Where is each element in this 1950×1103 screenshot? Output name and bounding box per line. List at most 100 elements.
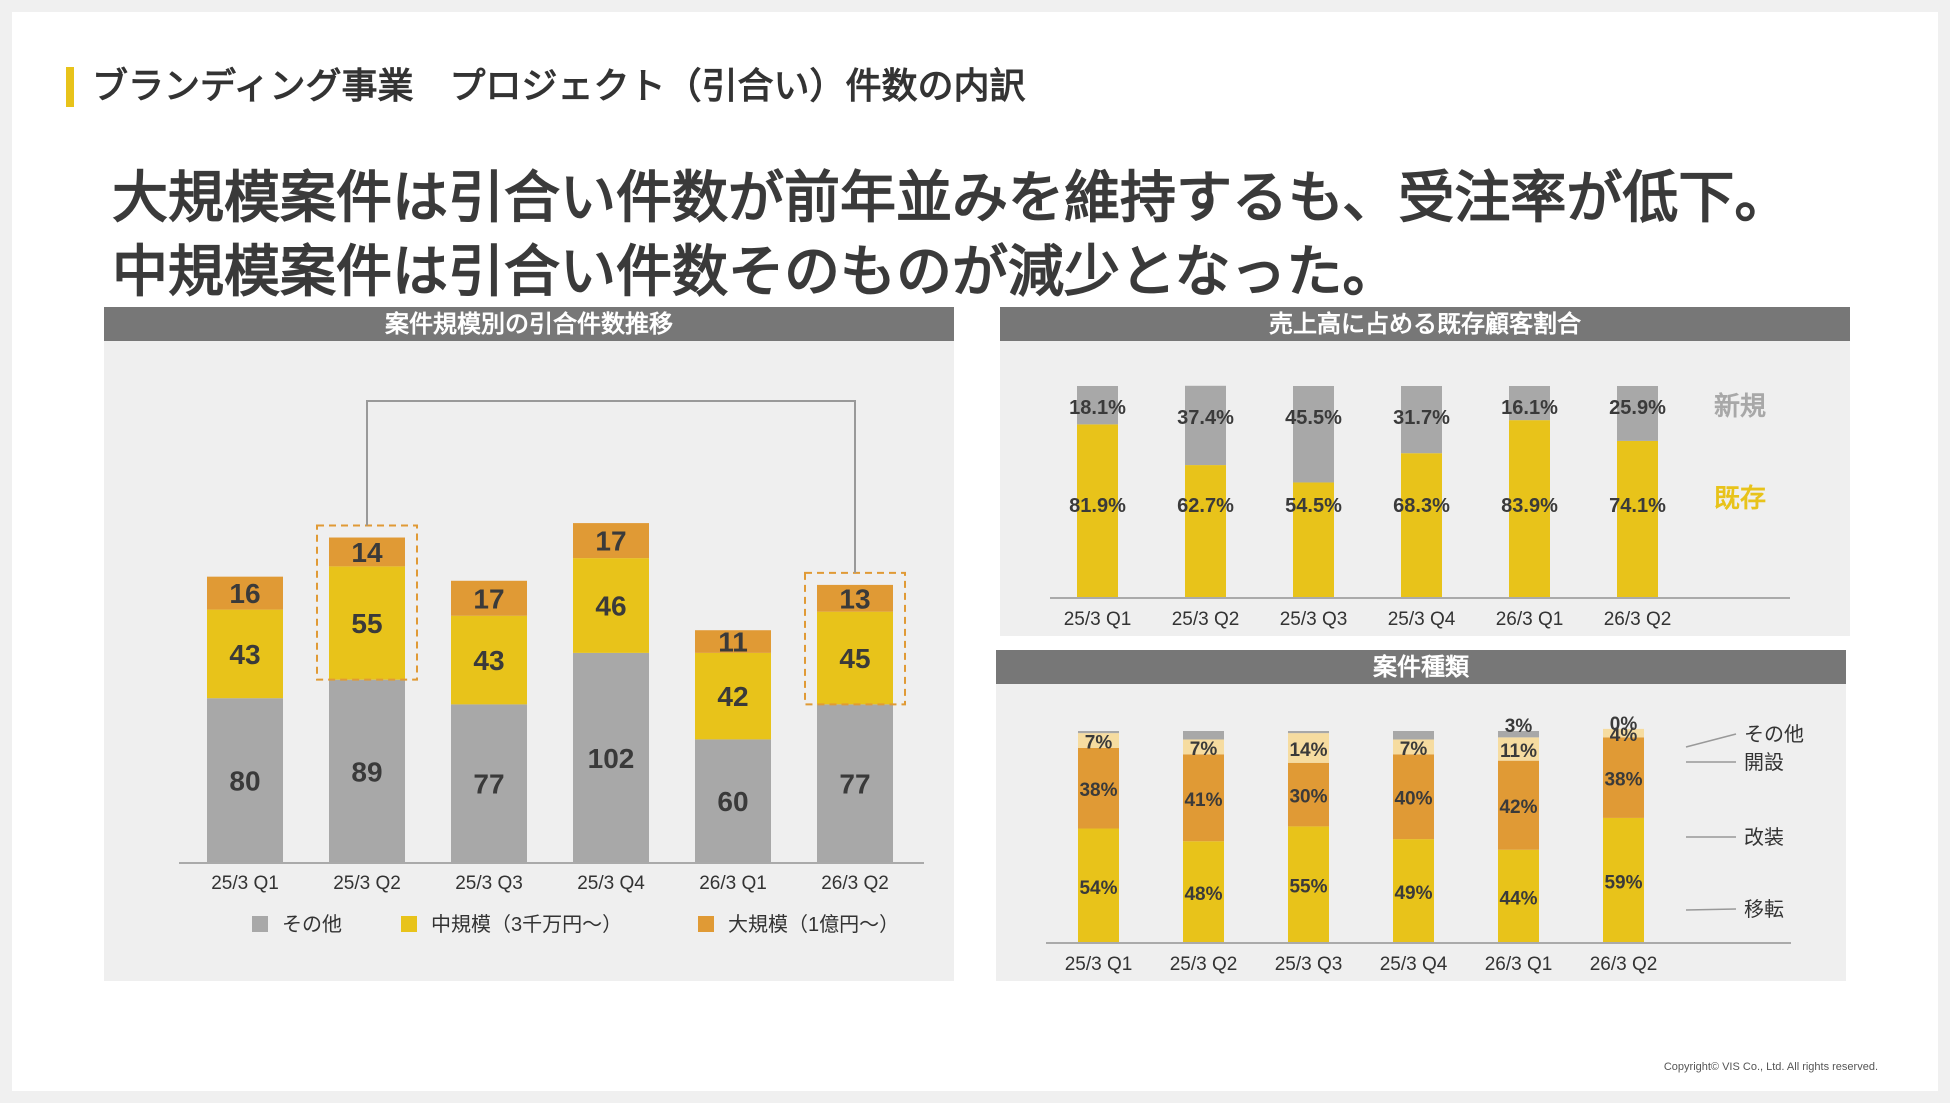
bar-segment: [1393, 731, 1434, 740]
data-label: 77: [473, 769, 504, 800]
data-label-existing: 83.9%: [1501, 495, 1558, 517]
data-label-new: 25.9%: [1609, 397, 1666, 419]
bar-segment: [817, 584, 893, 612]
bar-segment: [1603, 737, 1644, 818]
bar-segment: [817, 704, 893, 863]
x-tick-label: 26/3 Q2: [1604, 609, 1672, 630]
bar-segment: [817, 611, 893, 705]
comparison-connector: [366, 400, 856, 573]
bar-segment-existing: [1077, 424, 1118, 598]
bar-segment: [1288, 733, 1329, 763]
data-label: 7%: [1085, 733, 1113, 754]
headline: 大規模案件は引合い件数が前年並みを維持するも、受注率が低下。 中規模案件は引合い…: [112, 162, 1790, 310]
bar-segment: [1603, 728, 1644, 738]
bar-segment: [695, 630, 771, 653]
data-label-existing: 62.7%: [1177, 495, 1234, 517]
data-label: 102: [588, 743, 635, 774]
bar-segment-existing: [1509, 420, 1550, 598]
data-label: 77: [839, 769, 870, 800]
data-label-existing: 54.5%: [1285, 495, 1342, 517]
bar-segment: [1078, 733, 1119, 748]
x-tick-label: 25/3 Q4: [1380, 954, 1448, 975]
legend-label: 改装: [1744, 826, 1784, 849]
bar-segment-existing: [1293, 482, 1334, 598]
data-label-new: 45.5%: [1285, 407, 1342, 429]
section-accent-bar: [66, 67, 74, 107]
right-top-panel: 18.1% 81.9% 25/3 Q1 37.4% 62.7% 25/3 Q2 45.5% 5…: [1000, 341, 1850, 636]
bar-segment: [1078, 731, 1119, 734]
bar-segment: [1183, 731, 1224, 740]
bar-segment: [1393, 754, 1434, 840]
data-label: 11: [718, 627, 748, 658]
bar-segment: [329, 679, 405, 863]
legend-leader-line: [1685, 908, 1737, 911]
data-label: 0%: [1610, 714, 1638, 735]
data-label: 55: [351, 608, 382, 639]
x-tick-label: 25/3 Q3: [455, 873, 523, 894]
data-label: 60: [717, 786, 748, 817]
bar-segment: [1183, 739, 1224, 755]
x-tick-label: 26/3 Q1: [699, 873, 767, 894]
bar-segment: [207, 609, 283, 699]
bar-segment: [451, 615, 527, 705]
data-label: 43: [229, 639, 260, 670]
x-tick-label: 26/3 Q1: [1485, 954, 1553, 975]
bar-segment: [1498, 737, 1539, 761]
bar-segment: [207, 698, 283, 863]
data-label: 13: [839, 583, 870, 614]
bar-segment-new: [1293, 386, 1334, 483]
bar-segment: [573, 558, 649, 653]
data-label: 17: [595, 526, 626, 557]
data-label: 7%: [1190, 739, 1218, 760]
data-label: 41%: [1184, 790, 1222, 811]
x-tick-label: 26/3 Q2: [821, 873, 889, 894]
x-tick-label: 25/3 Q1: [1064, 609, 1132, 630]
bar-segment: [451, 580, 527, 616]
inquiry-count-chart: 80 43 16 25/3 Q1 89 55 14 25/3 Q2 77 43 17 25/3 Q3 1…: [179, 400, 924, 936]
bar-segment: [573, 523, 649, 559]
data-label: 11%: [1500, 741, 1537, 762]
legend-label: その他: [282, 913, 342, 936]
data-label: 46: [595, 591, 626, 622]
data-label: 48%: [1184, 884, 1222, 905]
data-label-new: 16.1%: [1501, 397, 1558, 419]
legend-label: 開設: [1744, 751, 1784, 774]
legend-new-label: 新規: [1714, 391, 1766, 421]
bar-segment-existing: [1185, 465, 1226, 598]
existing-customer-ratio-chart: 18.1% 81.9% 25/3 Q1 37.4% 62.7% 25/3 Q2 45.5% 5…: [1050, 385, 1790, 630]
legend-swatch: [252, 916, 268, 932]
legend-swatch: [698, 916, 714, 932]
x-tick-label: 26/3 Q1: [1496, 609, 1564, 630]
data-label: 54%: [1079, 878, 1117, 899]
data-label: 3%: [1505, 716, 1533, 737]
project-type-chart: 54% 38% 7% 25/3 Q1 48% 41% 7% 25/3 Q2 55% 30% 14% 2…: [1046, 714, 1804, 975]
bar-segment-new: [1401, 386, 1442, 454]
data-label: 17: [473, 583, 504, 614]
data-label-existing: 68.3%: [1393, 495, 1450, 517]
bar-segment-new: [1617, 386, 1658, 441]
headline-line-2: 中規模案件は引合い件数そのものが減少となった。: [112, 240, 1399, 305]
data-label: 43: [473, 645, 504, 676]
bar-segment: [1393, 839, 1434, 943]
slide: ブランディング事業 プロジェクト（引合い）件数の内訳 大規模案件は引合い件数が前…: [12, 12, 1938, 1091]
left-panel: 80 43 16 25/3 Q1 89 55 14 25/3 Q2 77 43 17 25/3 Q3 1…: [104, 341, 954, 981]
data-label: 45: [839, 643, 870, 674]
right-top-panel-title: 売上高に占める既存顧客割合: [1000, 307, 1850, 341]
legend-label: 移転: [1744, 898, 1784, 921]
data-label: 30%: [1289, 787, 1327, 808]
data-label: 14%: [1289, 740, 1327, 761]
bar-segment: [1603, 817, 1644, 943]
left-panel-title: 案件規模別の引合件数推移: [104, 307, 954, 341]
bar-segment: [1393, 739, 1434, 755]
bar-segment: [1288, 762, 1329, 827]
data-label-new: 31.7%: [1393, 407, 1450, 429]
bar-segment: [1183, 754, 1224, 842]
data-label: 49%: [1394, 883, 1432, 904]
data-label: 16: [229, 578, 260, 609]
data-label: 80: [229, 766, 260, 797]
data-label-new: 18.1%: [1069, 397, 1126, 419]
bar-segment: [695, 739, 771, 863]
data-label: 42%: [1499, 797, 1537, 818]
data-label-existing: 81.9%: [1069, 495, 1126, 517]
bar-segment: [573, 652, 649, 863]
